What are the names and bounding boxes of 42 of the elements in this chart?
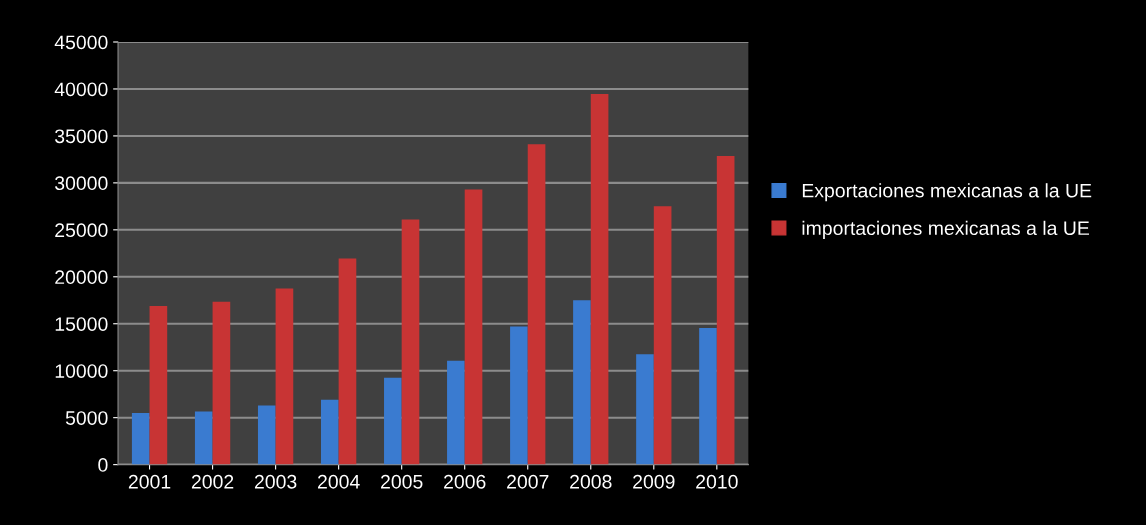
bar — [149, 305, 168, 465]
legend-label: Exportaciones mexicanas a la UE — [802, 183, 1092, 202]
bar — [447, 360, 465, 465]
bar — [384, 377, 402, 465]
x-tick-label: 2009 — [633, 474, 675, 489]
bar — [401, 219, 420, 465]
y-tick-label: 30000 — [54, 176, 108, 191]
x-tick-label: 2001 — [128, 474, 171, 489]
bar — [320, 399, 339, 465]
y-tick-label: 10000 — [55, 364, 108, 378]
x-tick-label: 2005 — [381, 474, 423, 489]
x-tick-label: 2010 — [696, 474, 738, 489]
x-tick-label: 2003 — [254, 474, 297, 489]
y-tick-label: 40000 — [54, 82, 108, 97]
x-tick-label: 2007 — [507, 474, 549, 489]
x-tick-label: 2002 — [191, 474, 234, 489]
bar — [573, 300, 591, 465]
bar — [653, 206, 672, 465]
bar — [716, 156, 735, 465]
bar — [699, 327, 717, 465]
bar — [212, 301, 231, 465]
y-tick-label: 20000 — [55, 270, 108, 285]
x-tick-label: 2006 — [444, 474, 486, 489]
bar — [590, 94, 609, 465]
bar — [338, 258, 357, 465]
bar — [131, 412, 150, 465]
y-tick-label: 45000 — [54, 35, 108, 50]
y-tick-label: 15000 — [55, 317, 108, 331]
x-tick-label: 2004 — [318, 474, 360, 489]
bar — [194, 411, 213, 465]
bar — [464, 189, 483, 465]
y-tick-label: 0 — [98, 458, 108, 472]
legend-label: importaciones mexicanas a la UE — [802, 220, 1090, 239]
bar — [275, 288, 294, 465]
bar — [510, 326, 528, 465]
y-tick-label: 35000 — [54, 129, 108, 144]
bar — [527, 144, 546, 465]
y-tick-label: 25000 — [55, 223, 108, 238]
bar — [257, 405, 276, 465]
x-tick-label: 2008 — [570, 474, 612, 489]
bar — [636, 354, 654, 465]
y-tick-label: 5000 — [65, 411, 108, 425]
